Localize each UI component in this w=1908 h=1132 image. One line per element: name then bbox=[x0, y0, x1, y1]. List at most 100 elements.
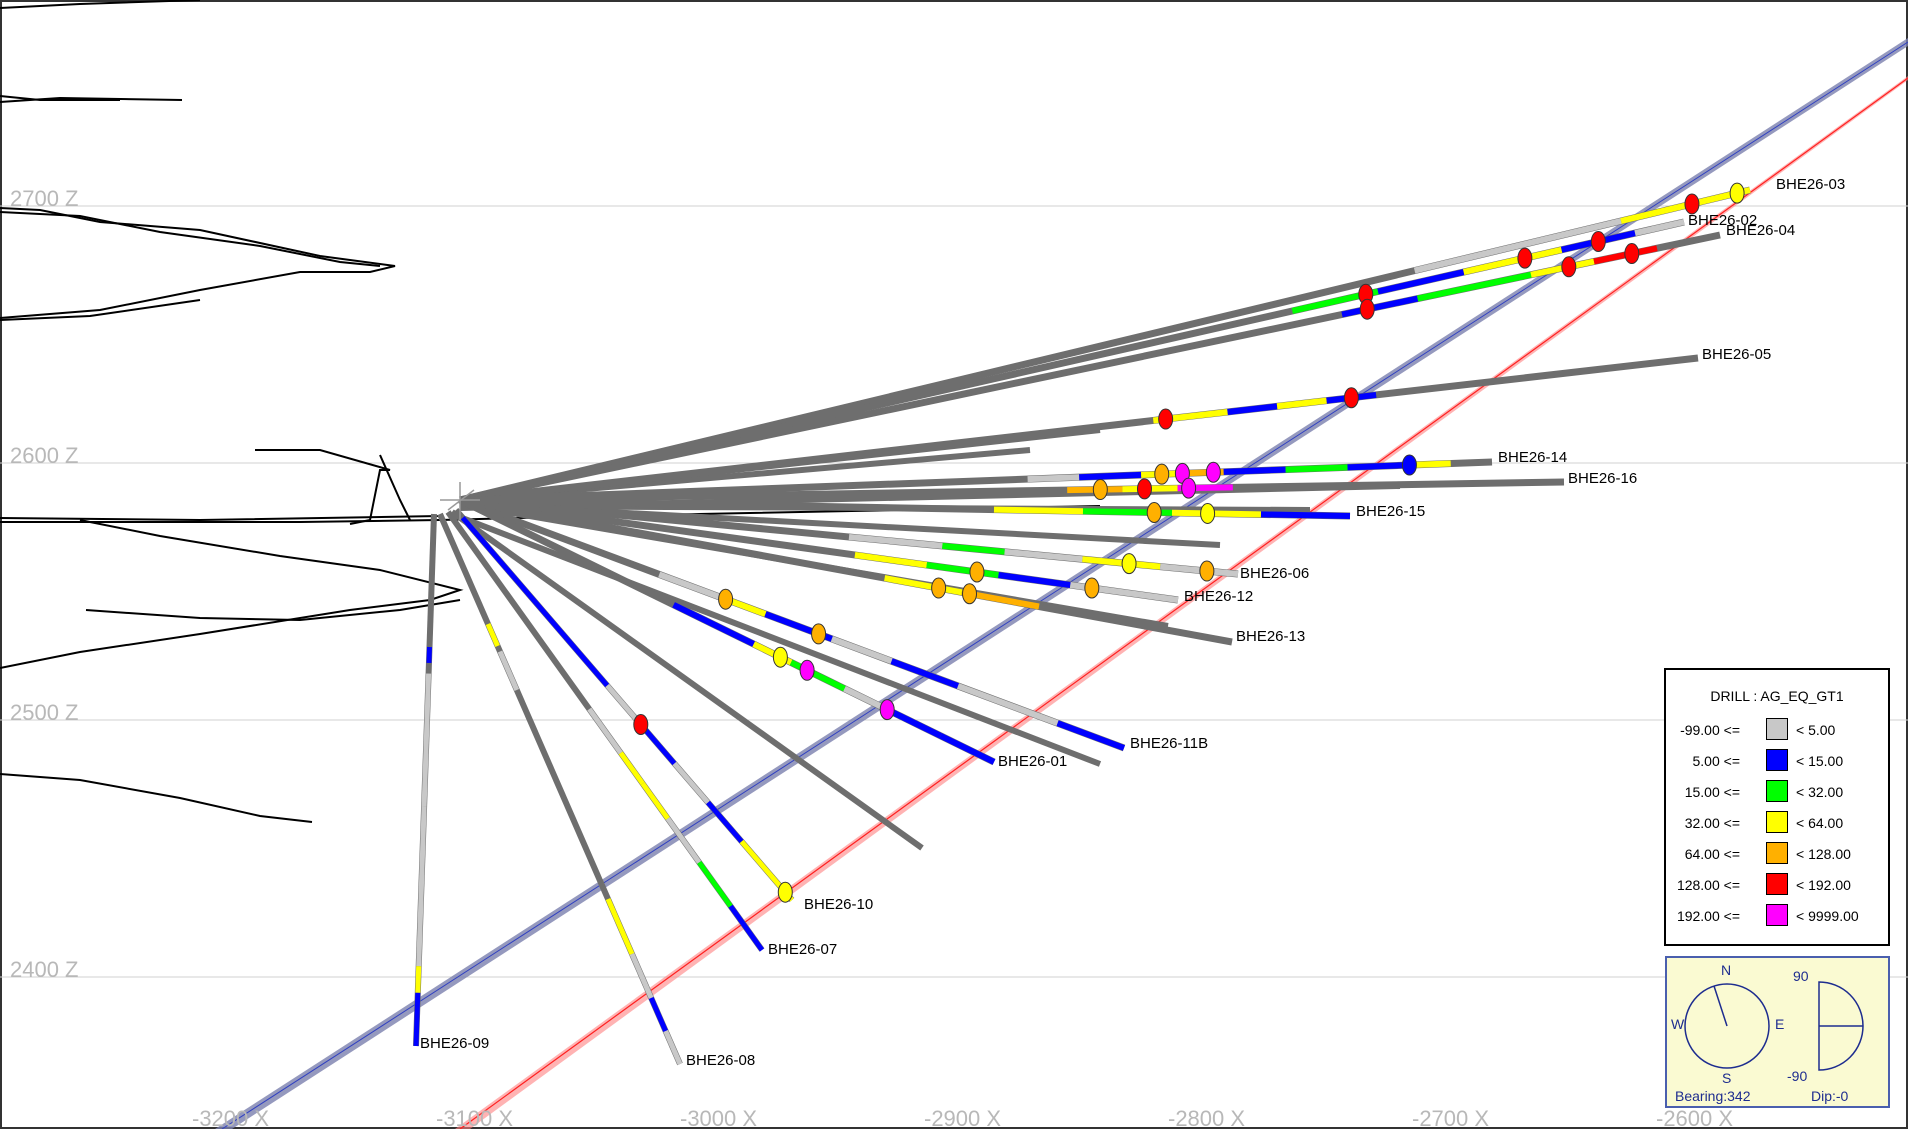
hole-label-bhe26-11b[interactable]: BHE26-11B bbox=[1130, 735, 1208, 752]
legend-row: 15.00 <= < 32.00 bbox=[1666, 780, 1888, 804]
dip-semicircle-icon bbox=[1818, 981, 1864, 1071]
assay-interval bbox=[663, 1030, 683, 1065]
legend-min: -99.00 <= bbox=[1680, 722, 1740, 738]
dip-readout: Dip:-0 bbox=[1811, 1088, 1849, 1104]
drill-hole-bhe26-11b[interactable] bbox=[458, 496, 1126, 752]
hole-label-bhe26-03[interactable]: BHE26-03 bbox=[1776, 176, 1845, 193]
assay-interval bbox=[1377, 269, 1465, 295]
contour-d2 bbox=[0, 515, 441, 522]
hole-label-bhe26-15[interactable]: BHE26-15 bbox=[1356, 503, 1425, 520]
legend-swatch bbox=[1766, 749, 1788, 771]
legend-swatch bbox=[1766, 904, 1788, 926]
drill-trace bbox=[459, 354, 1699, 504]
hole-label-bhe26-09[interactable]: BHE26-09 bbox=[420, 1035, 489, 1052]
assay-interval bbox=[1260, 511, 1351, 519]
assay-interval bbox=[587, 707, 623, 755]
contour-g bbox=[0, 773, 313, 823]
assay-highlight-marker bbox=[1624, 243, 1640, 265]
orientation-widget[interactable]: N S E W 90 -90 Bearing:342 Dip:-0 bbox=[1665, 956, 1890, 1108]
bearing-needle-icon bbox=[1713, 985, 1728, 1027]
assay-interval bbox=[1276, 397, 1327, 410]
hole-label-bhe26-01[interactable]: BHE26-01 bbox=[998, 753, 1067, 770]
hole-label-bhe26-08[interactable]: BHE26-08 bbox=[686, 1052, 755, 1069]
assay-interval bbox=[1227, 403, 1278, 415]
drill-hole-bhe26-14[interactable] bbox=[459, 454, 1493, 504]
hole-label-bhe26-10[interactable]: BHE26-10 bbox=[804, 896, 873, 913]
legend-min: 5.00 <= bbox=[1692, 753, 1741, 769]
assay-interval bbox=[926, 562, 999, 578]
drill-hole-bhe26-13[interactable] bbox=[459, 496, 1233, 646]
contour-e bbox=[0, 519, 464, 669]
assay-interval bbox=[728, 904, 765, 952]
drill-hole-bhe26-15[interactable] bbox=[459, 496, 1351, 524]
drill-hole-bhe26-05[interactable] bbox=[459, 354, 1699, 504]
assay-highlight-marker bbox=[1684, 193, 1700, 215]
assay-interval bbox=[993, 506, 1084, 515]
legend-max: < 32.00 bbox=[1796, 784, 1844, 800]
assay-interval bbox=[789, 659, 846, 692]
assay-highlight-marker bbox=[1343, 387, 1359, 409]
assay-highlight-marker bbox=[1154, 463, 1170, 485]
hole-label-bhe26-14[interactable]: BHE26-14 bbox=[1498, 449, 1567, 466]
assay-highlight-marker bbox=[1136, 478, 1152, 500]
assay-interval bbox=[1347, 462, 1410, 471]
assay-highlight-marker bbox=[1084, 577, 1100, 599]
assay-interval bbox=[890, 658, 960, 689]
contour-f bbox=[85, 599, 461, 622]
assay-interval bbox=[672, 761, 710, 805]
drill-holes bbox=[413, 182, 1751, 1066]
legend-swatch bbox=[1766, 718, 1788, 740]
drill-hole-bhe26-12[interactable] bbox=[459, 496, 1179, 604]
hole-label-bhe26-06[interactable]: BHE26-06 bbox=[1240, 565, 1309, 582]
assay-interval bbox=[672, 602, 756, 647]
drill-trace-unlabeled bbox=[450, 511, 1102, 767]
assay-highlight-marker bbox=[1359, 298, 1375, 320]
assay-interval bbox=[1413, 218, 1622, 274]
assay-highlight-marker bbox=[931, 577, 947, 599]
drill-hole-bhe26-08[interactable] bbox=[437, 512, 683, 1066]
hole-label-bhe26-02[interactable]: BHE26-02 bbox=[1688, 212, 1757, 229]
assay-interval bbox=[1079, 471, 1142, 481]
drill-hole-bhe26-16[interactable] bbox=[459, 477, 1565, 504]
drill-hole-bhe26-01[interactable] bbox=[458, 496, 996, 766]
assay-interval bbox=[1634, 219, 1685, 237]
drill-hole-bhe26-10[interactable] bbox=[453, 508, 795, 903]
z-label-2700: 2700 Z bbox=[10, 186, 79, 211]
x-label-3100: -3100 X bbox=[436, 1106, 514, 1131]
assay-interval bbox=[1171, 509, 1262, 518]
assay-interval bbox=[884, 575, 963, 596]
assay-highlight-marker bbox=[1199, 560, 1215, 582]
hole-label-bhe26-07[interactable]: BHE26-07 bbox=[768, 941, 837, 958]
assay-interval bbox=[942, 542, 1005, 555]
legend-swatch bbox=[1766, 842, 1788, 864]
assay-highlight-marker bbox=[799, 659, 815, 681]
assay-interval bbox=[1223, 466, 1286, 475]
drill-hole-bhe26-09[interactable] bbox=[413, 513, 437, 1047]
legend-min: 192.00 <= bbox=[1676, 908, 1740, 924]
assay-interval bbox=[426, 646, 432, 664]
assay-interval bbox=[1463, 246, 1563, 275]
assay-interval bbox=[421, 673, 432, 807]
legend-row: 128.00 <= < 192.00 bbox=[1666, 873, 1888, 897]
hole-label-bhe26-13[interactable]: BHE26-13 bbox=[1236, 628, 1305, 645]
assay-highlight-marker bbox=[1517, 247, 1533, 269]
assay-interval bbox=[1056, 720, 1126, 751]
legend-title: DRILL : AG_EQ_GT1 bbox=[1710, 688, 1844, 704]
assay-interval bbox=[843, 685, 889, 713]
hole-label-bhe26-05[interactable]: BHE26-05 bbox=[1702, 346, 1771, 363]
assay-interval bbox=[830, 636, 893, 665]
drill-hole-bhe26-07[interactable] bbox=[445, 510, 765, 952]
drill-hole-bhe26-04[interactable] bbox=[459, 231, 1721, 504]
bearing-readout: Bearing:342 bbox=[1675, 1088, 1751, 1104]
legend-row: 5.00 <= < 15.00 bbox=[1666, 749, 1888, 773]
hole-label-bhe26-12[interactable]: BHE26-12 bbox=[1184, 588, 1253, 605]
drill-hole-bhe26-06[interactable] bbox=[459, 496, 1239, 582]
legend-row: 64.00 <= < 128.00 bbox=[1666, 842, 1888, 866]
hole-label-bhe26-16[interactable]: BHE26-16 bbox=[1568, 470, 1637, 487]
legend-min: 64.00 <= bbox=[1684, 846, 1740, 862]
hole-label-bhe26-04[interactable]: BHE26-04 bbox=[1726, 222, 1795, 239]
